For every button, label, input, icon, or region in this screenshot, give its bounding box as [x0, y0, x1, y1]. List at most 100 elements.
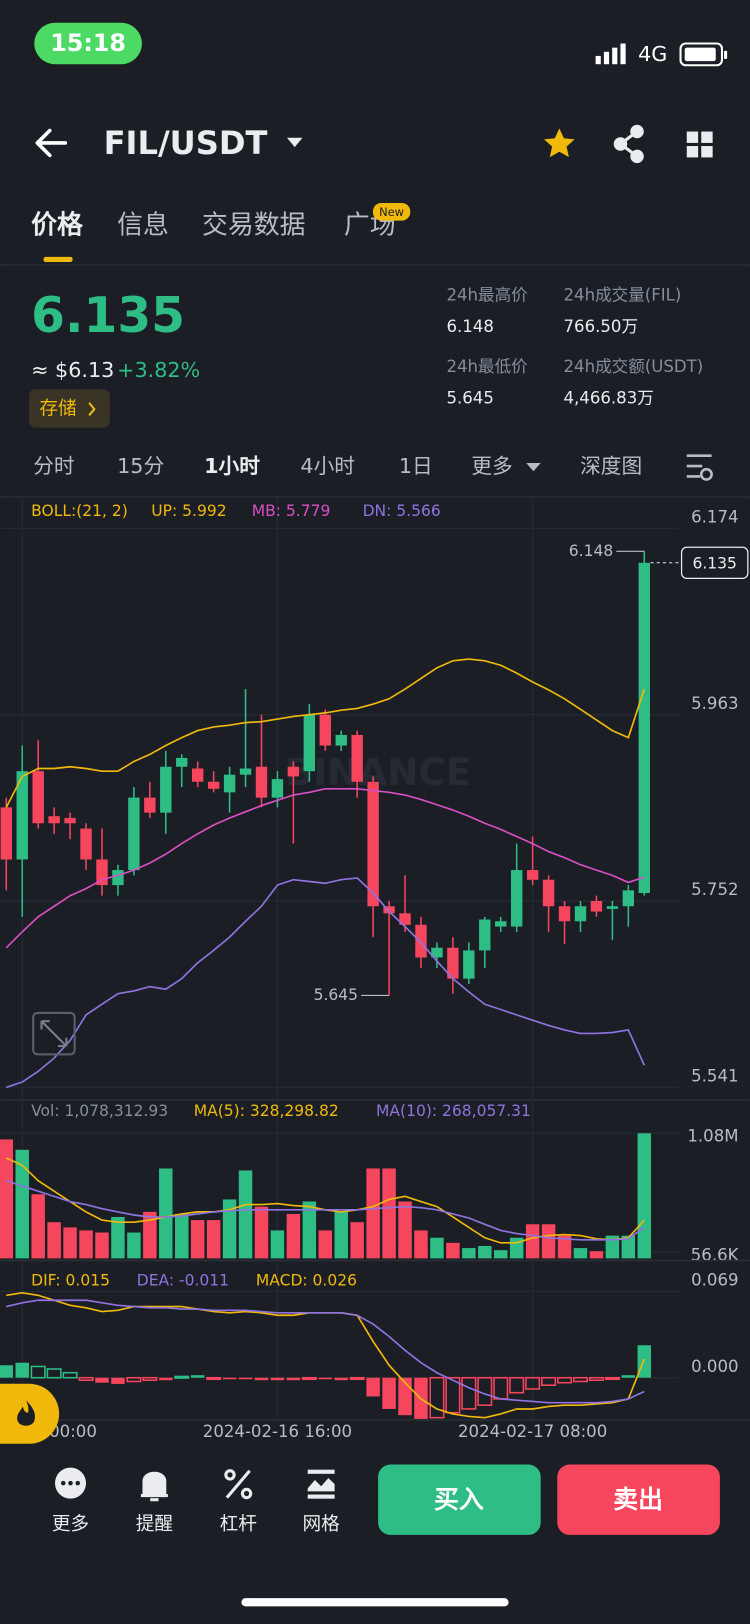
buy-button[interactable]	[378, 1464, 541, 1535]
volume-bar	[430, 1237, 444, 1259]
y-tick-label: 56.6K	[691, 1245, 740, 1264]
indicator-line	[5, 658, 646, 808]
interval-tab[interactable]: 1日	[399, 454, 433, 478]
fullscreen-icon	[40, 1020, 68, 1048]
pair-dropdown[interactable]	[286, 137, 303, 148]
stat-value: 6.148	[446, 317, 493, 336]
interval-bar: 分时 15分 1小时 4小时 1日 更多 深度图	[33, 454, 642, 478]
y-tick-label: 0.069	[691, 1271, 738, 1290]
interval-tab[interactable]: 4小时	[300, 454, 355, 478]
interval-tab[interactable]: 深度图	[580, 454, 642, 478]
action-label[interactable]: 网格	[303, 1514, 341, 1535]
tag-chip[interactable]	[29, 389, 110, 428]
y-tick-label: 6.174	[691, 507, 738, 526]
legend-label: MA(5): 328,298.82	[194, 1102, 339, 1120]
candle-body	[319, 714, 331, 746]
candle-body	[526, 870, 539, 880]
candle-body	[558, 906, 571, 922]
last-price-label: 6.135	[693, 554, 737, 572]
candle-body	[399, 913, 411, 925]
interval-tab[interactable]: 更多	[471, 454, 512, 478]
interval-tab[interactable]: 15分	[117, 454, 164, 478]
action-label[interactable]: 杠杆	[220, 1514, 257, 1535]
tag-chevron	[88, 402, 96, 416]
candle-body	[0, 807, 12, 860]
extreme-label: 5.645	[314, 986, 358, 1004]
legend-label: DEA: -0.011	[137, 1272, 229, 1290]
interval-tab[interactable]: 分时	[33, 454, 74, 478]
home-indicator	[241, 1598, 509, 1607]
back-button[interactable]	[35, 128, 68, 158]
macd-bar	[15, 1362, 29, 1378]
y-tick-label: 5.541	[691, 1066, 738, 1085]
volume-bar	[318, 1230, 333, 1259]
y-tick-label: 5.752	[691, 880, 738, 899]
macd-bar	[126, 1376, 142, 1383]
macd-bar	[621, 1375, 636, 1378]
volume-bar	[95, 1232, 109, 1259]
indicator-line	[6, 1299, 645, 1404]
candle-body	[574, 906, 587, 922]
candle-body	[367, 781, 379, 907]
macd-bar	[301, 1376, 317, 1381]
tag-label: 存储	[39, 399, 76, 420]
action-label[interactable]: 提醒	[136, 1514, 173, 1535]
candle-body	[351, 734, 363, 782]
last-price-tag	[680, 546, 749, 579]
more-dropdown[interactable]	[526, 462, 541, 472]
macd-bar	[174, 1375, 190, 1379]
fullscreen-button[interactable]	[32, 1011, 76, 1056]
pair-title[interactable]: FIL/USDT	[104, 124, 268, 162]
volume-bar	[334, 1211, 348, 1259]
chart-settings-button[interactable]	[686, 454, 713, 481]
volume-bar	[605, 1235, 620, 1259]
candle-body	[32, 771, 44, 824]
volume-bar	[494, 1250, 508, 1259]
tab[interactable]: 交易数据	[202, 210, 306, 240]
volume-bar	[0, 1139, 14, 1259]
macd-bar	[429, 1376, 445, 1419]
candle-body	[383, 906, 395, 914]
macd-bar	[270, 1377, 285, 1381]
volume-bar	[302, 1201, 317, 1259]
tab-bar: 价格 信息 交易数据 广场	[31, 209, 396, 240]
stat-label: 24h最低价	[446, 357, 528, 376]
volume-bar	[621, 1235, 636, 1259]
legend-label: MA(10): 268,057.31	[376, 1102, 531, 1120]
candle-body	[96, 859, 108, 886]
candle-body	[431, 947, 443, 958]
y-tick-label: 1.08M	[687, 1127, 738, 1146]
candle-body	[112, 870, 124, 886]
candle-body	[255, 766, 268, 798]
macd-bar	[238, 1377, 253, 1380]
tab-indicator	[43, 256, 73, 263]
candle-body	[271, 779, 284, 798]
status-time: 15:18	[50, 29, 126, 57]
candle-body	[48, 816, 60, 824]
macd-bar	[382, 1377, 396, 1409]
action-label[interactable]: 更多	[52, 1514, 89, 1535]
candle-body	[191, 768, 204, 782]
volume-bar	[143, 1211, 157, 1259]
candle-body	[223, 774, 236, 793]
tab[interactable]: 信息	[117, 210, 169, 240]
macd-bar	[461, 1376, 477, 1410]
tab[interactable]: 价格	[31, 209, 84, 240]
volume-bar	[478, 1245, 492, 1259]
battery-icon	[679, 42, 728, 67]
volume-bar	[350, 1222, 364, 1259]
macd-bar	[541, 1376, 557, 1386]
share-button[interactable]	[613, 124, 644, 164]
candle-body	[335, 734, 347, 746]
macd-bar	[0, 1365, 14, 1378]
interval-tab[interactable]: 1小时	[204, 454, 260, 478]
volume-bar	[15, 1149, 29, 1259]
signal-icon	[595, 43, 626, 65]
favorite-star[interactable]	[544, 128, 575, 158]
sell-button[interactable]	[557, 1464, 720, 1535]
legend-label: Vol: 1,078,312.93	[31, 1102, 168, 1120]
more-icon	[54, 1467, 87, 1499]
grid-menu-button[interactable]	[686, 131, 713, 158]
time-pill	[34, 22, 142, 65]
volume-bar	[366, 1168, 380, 1259]
